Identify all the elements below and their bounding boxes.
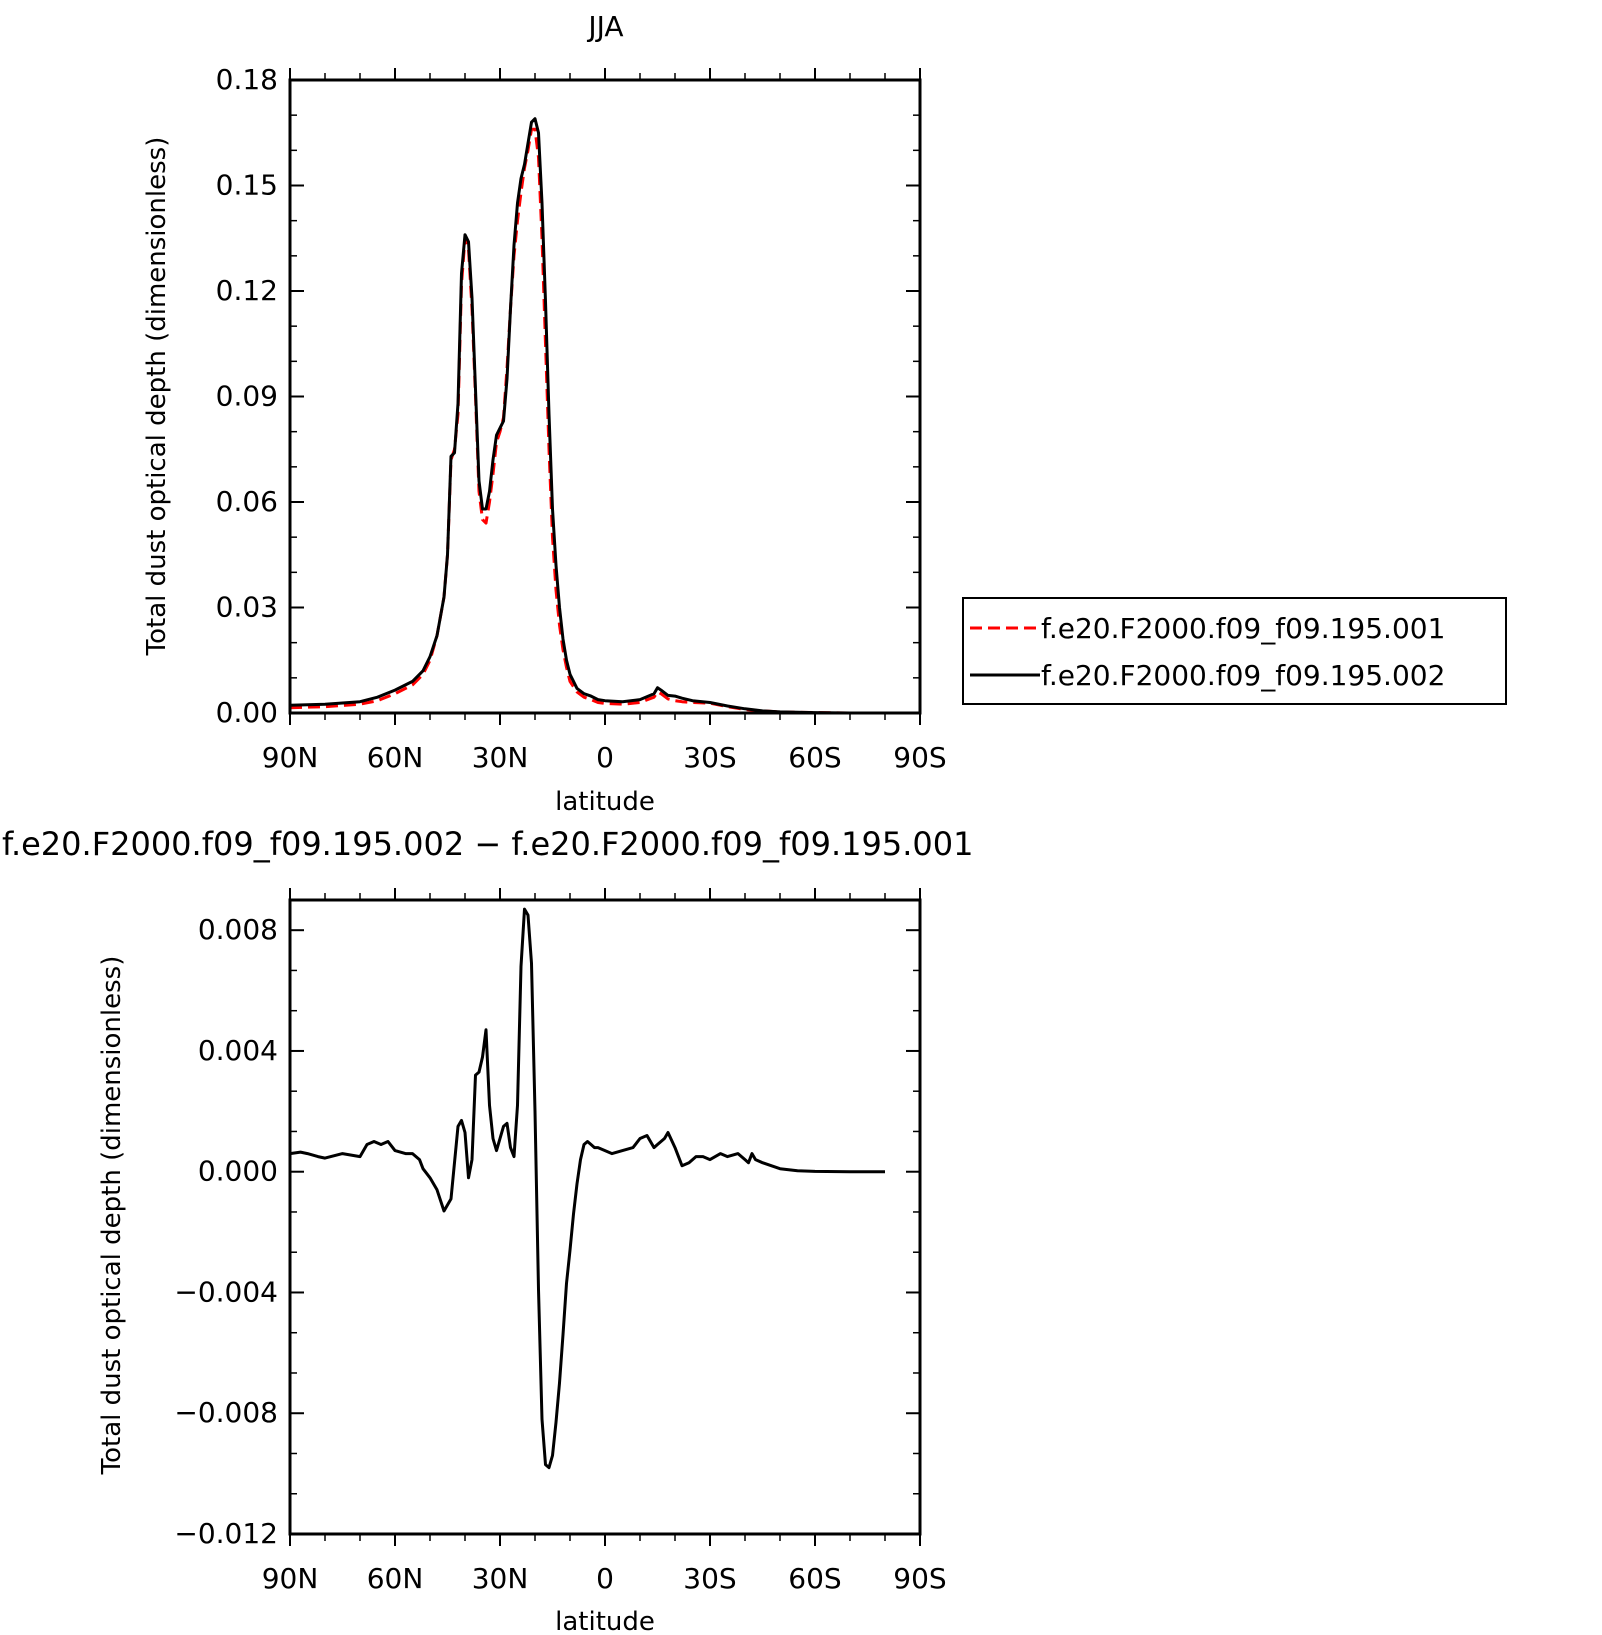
lower-series-lines [289,907,885,1470]
x-tick-label: 90N [262,741,319,774]
upper-y-tick-labels: 0.00 0.03 0.06 0.09 0.12 0.15 0.18 [216,63,278,729]
lower-axis-ticks [289,888,921,1546]
upper-x-axis-label: latitude [555,787,655,817]
x-tick-label: 0 [596,1562,614,1595]
x-tick-label: 60S [788,1562,841,1595]
upper-chart-title: JJA [586,10,623,43]
y-tick-label: 0.12 [216,274,278,307]
lower-y-axis-label: Total dust optical depth (dimensionless) [97,956,127,1476]
upper-plot-frame [288,78,922,715]
x-tick-label: 30S [683,741,736,774]
x-tick-label: 60N [367,741,424,774]
y-tick-label: 0.03 [216,591,278,624]
lower-line-chart: f.e20.F2000.f09_f09.195.002 − f.e20.F200… [2,825,974,1635]
y-tick-label: −0.012 [174,1517,278,1550]
x-tick-label: 0 [596,741,614,774]
upper-series-lines [289,117,885,715]
y-tick-label: 0.18 [216,63,278,96]
upper-line-chart: JJA 0.00 0.03 0.06 0.09 0.12 0.15 0.18 90N 60N 3… [142,10,1507,817]
upper-axis-ticks [289,68,921,725]
x-tick-label: 90N [262,1562,319,1595]
lower-x-axis-label: latitude [555,1607,655,1635]
x-tick-label: 90S [893,1562,946,1595]
legend-label-002: f.e20.F2000.f09_f09.195.002 [1041,659,1445,692]
y-tick-label: 0.09 [216,380,278,413]
x-tick-label: 30N [472,1562,529,1595]
lower-chart-title: f.e20.F2000.f09_f09.195.002 − f.e20.F200… [2,825,974,863]
upper-x-tick-labels: 90N 60N 30N 0 30S 60S 90S [262,741,947,774]
y-tick-label: 0.06 [216,485,278,518]
y-tick-label: 0.004 [198,1034,278,1067]
legend-box [962,597,1507,705]
x-tick-label: 30S [683,1562,736,1595]
series-line-1-0 [289,907,885,1470]
lower-plot-frame [288,898,922,1536]
upper-y-axis-label: Total dust optical depth (dimensionless) [142,137,172,657]
lower-y-tick-labels: −0.012 −0.008 −0.004 0.000 0.004 0.008 [174,913,278,1550]
legend-label-001: f.e20.F2000.f09_f09.195.001 [1041,612,1445,645]
y-tick-label: 0.15 [216,169,278,202]
y-tick-label: −0.008 [174,1396,278,1429]
y-tick-label: 0.00 [216,696,278,729]
x-tick-label: 60S [788,741,841,774]
legend: f.e20.F2000.f09_f09.195.001 f.e20.F2000.… [962,597,1507,705]
y-tick-label: 0.008 [198,913,278,946]
x-tick-label: 60N [367,1562,424,1595]
y-tick-label: −0.004 [174,1275,278,1308]
lower-x-tick-labels: 90N 60N 30N 0 30S 60S 90S [262,1562,947,1595]
series-line-0-0 [289,127,885,715]
x-tick-label: 30N [472,741,529,774]
y-tick-label: 0.000 [198,1155,278,1188]
series-line-0-1 [289,117,885,715]
x-tick-label: 90S [893,741,946,774]
